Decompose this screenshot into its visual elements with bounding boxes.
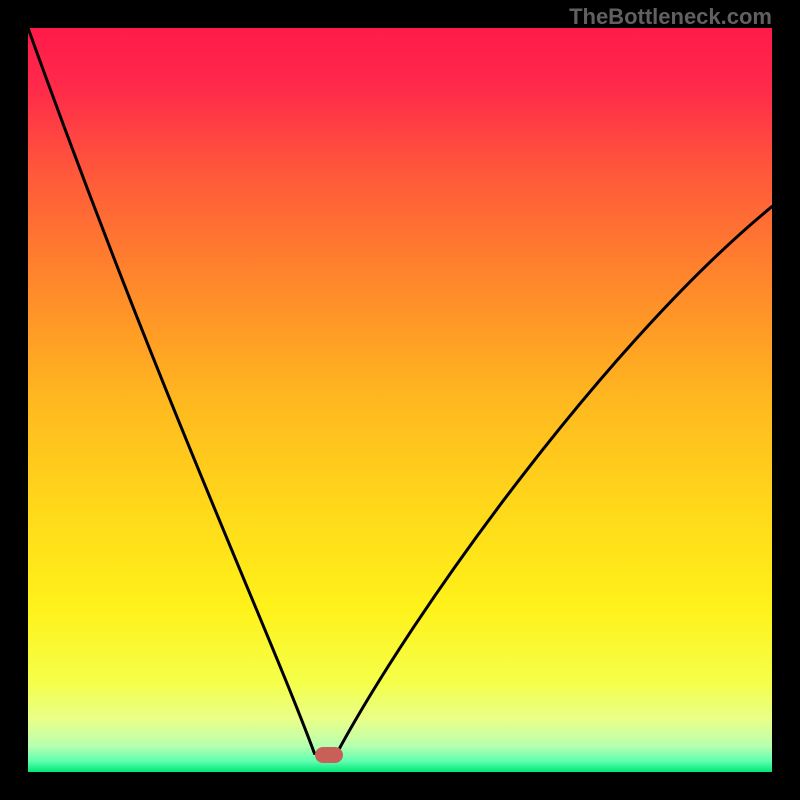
watermark-text: TheBottleneck.com: [569, 4, 772, 30]
optimum-marker: [315, 747, 343, 763]
chart-container: TheBottleneck.com: [0, 0, 800, 800]
plot-area: [28, 28, 772, 772]
bottleneck-curve: [28, 28, 772, 772]
